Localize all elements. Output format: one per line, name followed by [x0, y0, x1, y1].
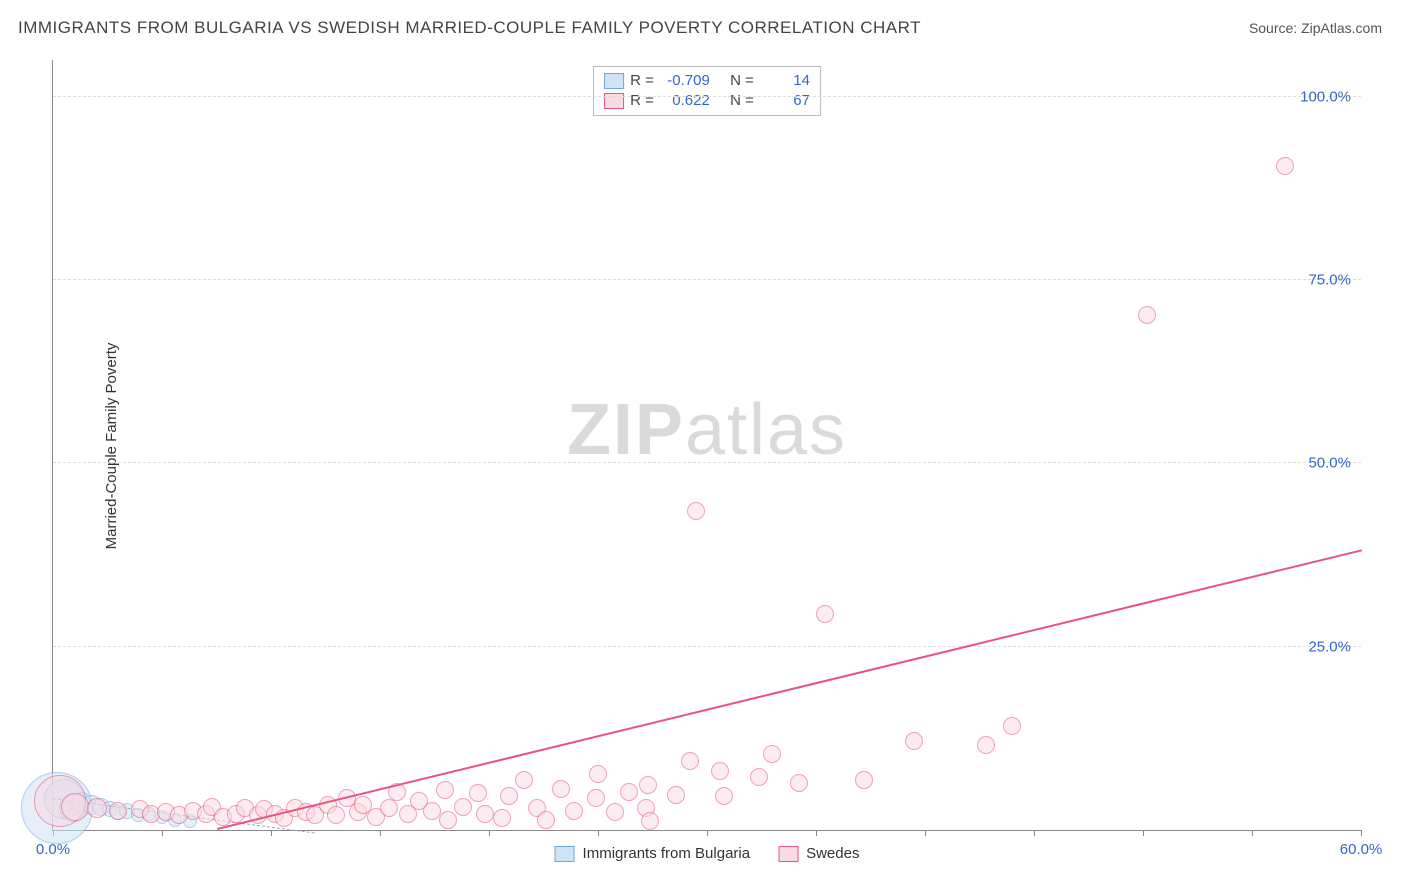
data-point: [61, 793, 89, 821]
legend-n-value: 67: [760, 91, 810, 111]
data-point: [855, 771, 873, 789]
data-point: [587, 789, 605, 807]
source-attribution: Source: ZipAtlas.com: [1249, 20, 1382, 36]
y-tick-label: 75.0%: [1308, 272, 1351, 289]
data-point: [790, 774, 808, 792]
data-point: [469, 784, 487, 802]
legend-swatch: [778, 846, 798, 862]
x-tick: [925, 830, 926, 836]
data-point: [641, 812, 659, 830]
source-label: Source:: [1249, 20, 1301, 36]
gridline: [53, 96, 1361, 97]
data-point: [681, 752, 699, 770]
legend-r-value: -0.709: [660, 71, 710, 91]
legend-r-value: 0.622: [660, 91, 710, 111]
series-legend: Immigrants from Bulgaria Swedes: [555, 845, 860, 862]
gridline: [53, 646, 1361, 647]
source-value: ZipAtlas.com: [1301, 20, 1382, 36]
data-point: [87, 798, 107, 818]
x-tick: [598, 830, 599, 836]
data-point: [380, 799, 398, 817]
watermark: ZIPatlas: [567, 389, 847, 471]
legend-row: R = -0.709 N = 14: [604, 71, 810, 91]
y-tick-label: 100.0%: [1300, 88, 1351, 105]
legend-r-label: R =: [630, 71, 654, 91]
data-point: [476, 805, 494, 823]
y-tick-label: 50.0%: [1308, 455, 1351, 472]
y-tick-label: 25.0%: [1308, 638, 1351, 655]
correlation-legend: R = -0.709 N = 14 R = 0.622 N = 67: [593, 66, 821, 116]
data-point: [493, 809, 511, 827]
legend-label: Swedes: [806, 845, 859, 862]
data-point: [639, 776, 657, 794]
x-tick: [271, 830, 272, 836]
legend-n-label: N =: [730, 91, 754, 111]
data-point: [715, 787, 733, 805]
data-point: [1138, 306, 1156, 324]
x-tick: [1252, 830, 1253, 836]
data-point: [454, 798, 472, 816]
data-point: [763, 745, 781, 763]
chart-title: IMMIGRANTS FROM BULGARIA VS SWEDISH MARR…: [18, 18, 921, 38]
x-tick: [816, 830, 817, 836]
gridline: [53, 279, 1361, 280]
data-point: [750, 768, 768, 786]
x-tick: [1361, 830, 1362, 836]
data-point: [620, 783, 638, 801]
x-tick: [707, 830, 708, 836]
x-tick: [380, 830, 381, 836]
legend-swatch: [555, 846, 575, 862]
data-point: [687, 502, 705, 520]
data-point: [109, 802, 127, 820]
data-point: [439, 811, 457, 829]
data-point: [1003, 717, 1021, 735]
x-tick: [162, 830, 163, 836]
gridline: [53, 462, 1361, 463]
legend-swatch: [604, 73, 624, 89]
scatter-plot: ZIPatlas R =-0.709 N =14R =0.622 N =67 I…: [52, 60, 1361, 831]
data-point: [667, 786, 685, 804]
data-point: [500, 787, 518, 805]
data-point: [537, 811, 555, 829]
watermark-bold: ZIP: [567, 390, 685, 470]
data-point: [589, 765, 607, 783]
data-point: [436, 781, 454, 799]
legend-n-value: 14: [760, 71, 810, 91]
data-point: [905, 732, 923, 750]
data-point: [565, 802, 583, 820]
legend-n-label: N =: [730, 71, 754, 91]
data-point: [977, 736, 995, 754]
x-tick: [1034, 830, 1035, 836]
trend-line: [217, 549, 1362, 830]
data-point: [1276, 157, 1294, 175]
legend-item: Swedes: [778, 845, 859, 862]
legend-r-label: R =: [630, 91, 654, 111]
x-tick-label: 60.0%: [1340, 841, 1383, 858]
watermark-light: atlas: [685, 390, 847, 470]
data-point: [816, 605, 834, 623]
data-point: [327, 806, 345, 824]
x-tick: [489, 830, 490, 836]
data-point: [552, 780, 570, 798]
data-point: [515, 771, 533, 789]
legend-item: Immigrants from Bulgaria: [555, 845, 751, 862]
data-point: [711, 762, 729, 780]
legend-row: R = 0.622 N = 67: [604, 91, 810, 111]
data-point: [606, 803, 624, 821]
x-tick: [1143, 830, 1144, 836]
legend-label: Immigrants from Bulgaria: [583, 845, 751, 862]
